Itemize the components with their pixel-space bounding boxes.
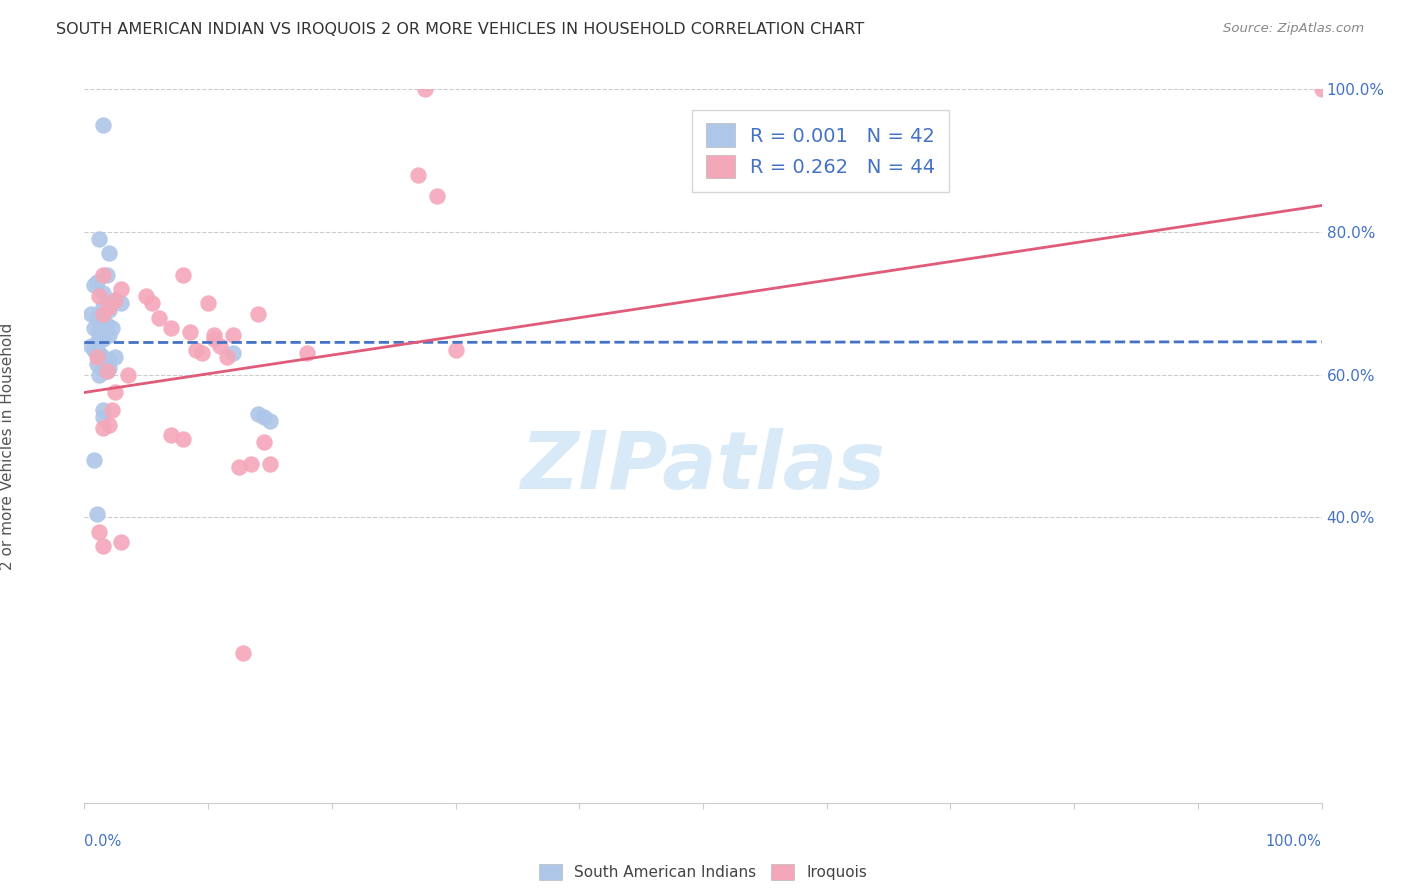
Point xyxy=(86,357,108,371)
Point xyxy=(202,332,225,346)
Point xyxy=(98,300,121,314)
Point xyxy=(408,168,430,182)
Point xyxy=(98,303,121,318)
Point xyxy=(79,307,101,321)
Point xyxy=(141,296,163,310)
Y-axis label: 2 or more Vehicles in Household: 2 or more Vehicles in Household xyxy=(0,322,15,570)
Point xyxy=(98,360,121,375)
Point xyxy=(96,318,118,332)
Point xyxy=(253,410,276,425)
Point xyxy=(160,321,183,335)
Point xyxy=(91,332,114,346)
Point xyxy=(86,507,108,521)
Point xyxy=(259,457,281,471)
Point xyxy=(91,421,114,435)
Point xyxy=(160,428,183,442)
Point xyxy=(96,364,118,378)
Point xyxy=(89,289,111,303)
Point xyxy=(110,296,132,310)
Point xyxy=(246,307,269,321)
Point xyxy=(89,524,111,539)
Point xyxy=(179,325,201,339)
Point xyxy=(91,360,114,375)
Point xyxy=(91,268,114,282)
Point xyxy=(110,282,132,296)
Point xyxy=(86,275,108,289)
Point xyxy=(191,346,214,360)
Point xyxy=(91,539,114,553)
Point xyxy=(253,435,276,450)
Point xyxy=(240,457,263,471)
Point xyxy=(91,403,114,417)
Text: ZIPatlas: ZIPatlas xyxy=(520,428,886,507)
Point xyxy=(222,328,245,343)
Point xyxy=(91,285,114,300)
Point xyxy=(79,339,101,353)
Point xyxy=(228,460,250,475)
Point xyxy=(110,535,132,549)
Point xyxy=(96,268,118,282)
Point xyxy=(83,343,105,357)
Point xyxy=(135,289,157,303)
Point xyxy=(246,407,269,421)
Point xyxy=(413,82,436,96)
Point xyxy=(295,346,318,360)
Point xyxy=(104,350,127,364)
Point xyxy=(98,353,121,368)
Point xyxy=(202,328,225,343)
Point xyxy=(91,314,114,328)
Point xyxy=(98,246,121,260)
Point xyxy=(197,296,219,310)
Point xyxy=(426,189,449,203)
Point xyxy=(215,350,238,364)
Text: Source: ZipAtlas.com: Source: ZipAtlas.com xyxy=(1223,22,1364,36)
Point xyxy=(86,310,108,325)
Point xyxy=(89,325,111,339)
Point xyxy=(100,321,122,335)
Point xyxy=(83,278,105,293)
Point xyxy=(98,328,121,343)
Point xyxy=(209,339,232,353)
Point xyxy=(98,417,121,432)
Point xyxy=(89,328,111,343)
Text: 100.0%: 100.0% xyxy=(1265,834,1322,849)
Point xyxy=(232,646,254,660)
Text: 0.0%: 0.0% xyxy=(84,834,121,849)
Point xyxy=(104,293,127,307)
Point xyxy=(86,335,108,350)
Point xyxy=(96,364,118,378)
Point xyxy=(104,385,127,400)
Point xyxy=(91,300,114,314)
Point xyxy=(222,346,245,360)
Point xyxy=(184,343,207,357)
Point xyxy=(172,268,194,282)
Point xyxy=(96,325,118,339)
Legend: R = 0.001   N = 42, R = 0.262   N = 44: R = 0.001 N = 42, R = 0.262 N = 44 xyxy=(692,110,949,192)
Point xyxy=(91,410,114,425)
Point xyxy=(91,350,114,364)
Point xyxy=(1310,82,1333,96)
Point xyxy=(104,293,127,307)
Text: SOUTH AMERICAN INDIAN VS IROQUOIS 2 OR MORE VEHICLES IN HOUSEHOLD CORRELATION CH: SOUTH AMERICAN INDIAN VS IROQUOIS 2 OR M… xyxy=(56,22,865,37)
Point xyxy=(89,232,111,246)
Point xyxy=(100,403,122,417)
Point xyxy=(86,350,108,364)
Point xyxy=(91,307,114,321)
Point xyxy=(91,118,114,132)
Point xyxy=(259,414,281,428)
Point xyxy=(117,368,139,382)
Point xyxy=(89,346,111,360)
Point xyxy=(172,432,194,446)
Point xyxy=(148,310,170,325)
Point xyxy=(89,368,111,382)
Point xyxy=(83,453,105,467)
Point xyxy=(83,321,105,335)
Point xyxy=(444,343,467,357)
